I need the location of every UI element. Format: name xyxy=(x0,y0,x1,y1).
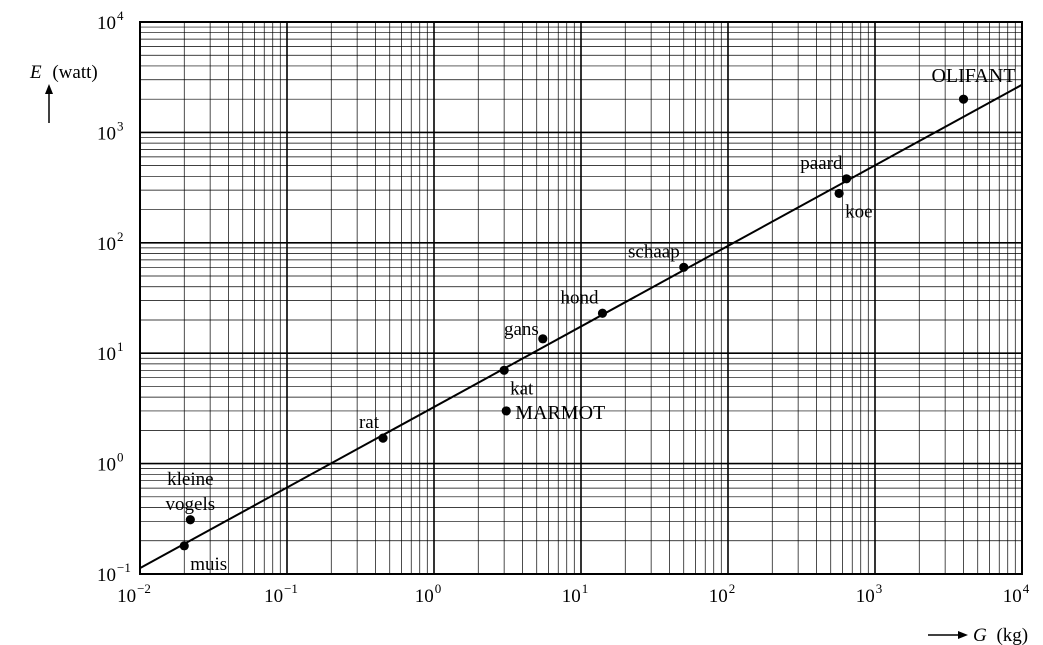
y-tick-label: 100 xyxy=(97,450,124,476)
data-point xyxy=(501,406,511,416)
y-tick-label: 101 xyxy=(97,339,124,365)
y-tick-labels: 10−1 100 101 102 103 104 xyxy=(97,8,131,586)
data-point-label: hond xyxy=(560,287,599,308)
y-axis-unit: (watt) xyxy=(52,62,97,83)
data-point xyxy=(597,308,608,318)
y-tick-label: 103 xyxy=(97,118,124,144)
svg-text:G (kg): G (kg) xyxy=(973,625,1028,645)
x-axis-arrowhead-icon xyxy=(958,631,968,639)
data-point xyxy=(499,365,509,375)
data-point-label: OLIFANT xyxy=(931,65,1015,87)
y-tick-label: 104 xyxy=(97,8,124,34)
y-axis-var: E xyxy=(29,62,42,83)
x-axis-var: G xyxy=(973,625,987,645)
svg-text:E (watt): E (watt) xyxy=(29,62,98,83)
data-point-label: kleine vogels xyxy=(166,469,216,515)
data-point-label: paard xyxy=(800,153,843,174)
y-tick-label: 102 xyxy=(97,229,124,255)
data-point xyxy=(958,94,969,104)
y-axis-label: E (watt) xyxy=(29,62,98,123)
data-points xyxy=(179,94,969,551)
data-point-label: koe xyxy=(845,201,872,222)
x-tick-label: 103 xyxy=(856,581,883,607)
data-point xyxy=(185,515,195,525)
x-tick-labels: 10−2 10−1 100 101 102 103 104 xyxy=(117,581,1030,607)
y-tick-label: 10−1 xyxy=(97,560,131,586)
data-point-label: schaap xyxy=(628,241,680,262)
data-point xyxy=(679,262,689,272)
x-axis-unit: (kg) xyxy=(996,625,1028,645)
plot-frame xyxy=(139,21,1023,575)
x-axis-label: G (kg) xyxy=(928,625,1028,645)
x-tick-label: 10−2 xyxy=(117,581,151,607)
data-point-label: rat xyxy=(359,412,380,433)
data-point-label: gans xyxy=(504,319,539,340)
y-axis-arrowhead-icon xyxy=(45,84,53,94)
x-tick-label: 100 xyxy=(415,581,442,607)
data-point xyxy=(834,188,844,199)
x-tick-label: 102 xyxy=(709,581,736,607)
data-point-label: kat xyxy=(510,378,534,399)
data-point xyxy=(841,174,852,184)
data-point xyxy=(179,541,189,551)
x-tick-label: 101 xyxy=(562,581,589,607)
data-point-label: MARMOT xyxy=(515,402,605,424)
x-tick-label: 10−1 xyxy=(264,581,298,607)
data-point-label: muis xyxy=(190,554,227,575)
data-point-labels: kleine vogels muis rat kat MARMOT gans hond scha… xyxy=(166,65,1016,575)
x-tick-label: 104 xyxy=(1003,581,1030,607)
fit-line xyxy=(139,83,1023,570)
data-point xyxy=(538,334,548,344)
data-point xyxy=(378,433,388,443)
